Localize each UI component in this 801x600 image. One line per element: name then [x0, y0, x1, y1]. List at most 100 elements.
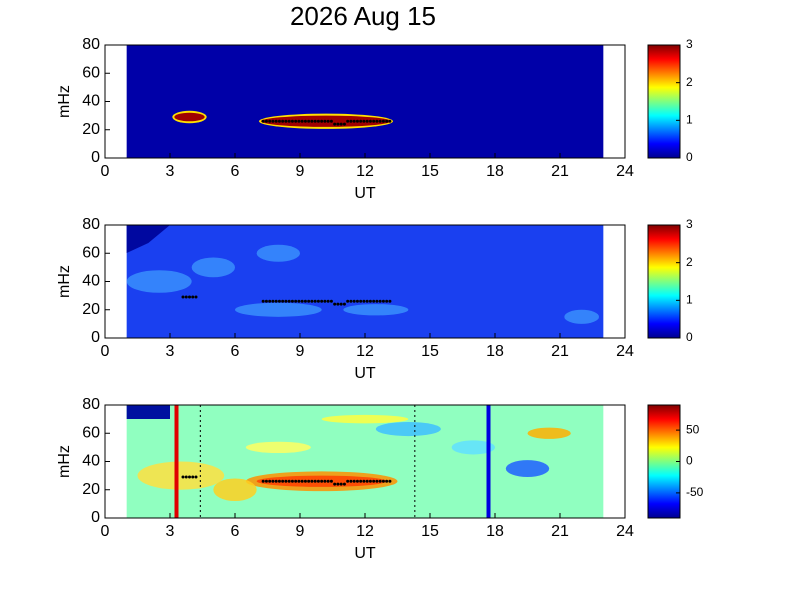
- marker: [359, 119, 363, 123]
- patch: [375, 421, 441, 437]
- marker: [336, 122, 340, 126]
- marker: [310, 299, 314, 303]
- marker: [388, 119, 392, 123]
- marker: [346, 479, 350, 483]
- x-tick-label: 12: [356, 343, 374, 360]
- y-tick-label: 0: [91, 149, 100, 166]
- marker: [290, 479, 294, 483]
- y-tick-label: 20: [82, 301, 100, 318]
- x-tick-label: 12: [356, 523, 374, 540]
- marker: [342, 482, 346, 486]
- marker: [290, 119, 294, 123]
- blob: [174, 112, 205, 122]
- colorbar-tick-label: 0: [686, 330, 693, 344]
- marker: [261, 299, 265, 303]
- marker: [181, 475, 185, 479]
- marker: [355, 119, 359, 123]
- patch: [343, 304, 409, 316]
- x-tick-label: 6: [231, 163, 240, 180]
- marker: [287, 119, 291, 123]
- colorbar-tick-label: 2: [686, 255, 693, 269]
- marker: [271, 479, 275, 483]
- marker: [326, 119, 330, 123]
- marker: [372, 479, 376, 483]
- colorbar-tick-label: 3: [686, 37, 693, 51]
- spectrogram: [126, 225, 604, 338]
- marker: [274, 119, 278, 123]
- patch: [321, 414, 409, 424]
- marker: [307, 479, 311, 483]
- marker: [368, 119, 372, 123]
- marker: [320, 119, 324, 123]
- marker: [365, 299, 369, 303]
- y-tick-label: 80: [82, 36, 100, 53]
- x-tick-label: 15: [421, 163, 439, 180]
- marker: [355, 299, 359, 303]
- y-tick-label: 20: [82, 481, 100, 498]
- background: [126, 225, 604, 338]
- marker: [281, 299, 285, 303]
- marker: [277, 479, 281, 483]
- marker: [342, 302, 346, 306]
- marker: [268, 479, 272, 483]
- marker: [310, 479, 314, 483]
- marker: [329, 479, 333, 483]
- patch: [235, 302, 322, 317]
- colorbar-tick-label: -50: [686, 485, 704, 499]
- marker: [349, 479, 353, 483]
- x-axis-label: UT: [354, 365, 376, 382]
- marker: [378, 299, 382, 303]
- marker: [349, 299, 353, 303]
- marker: [194, 295, 198, 299]
- marker: [274, 479, 278, 483]
- y-tick-label: 0: [91, 329, 100, 346]
- x-tick-label: 21: [551, 163, 569, 180]
- marker: [352, 299, 356, 303]
- x-tick-label: 24: [616, 343, 634, 360]
- marker: [362, 479, 366, 483]
- x-tick-label: 9: [296, 163, 305, 180]
- x-tick-label: 15: [421, 523, 439, 540]
- x-tick-label: 6: [231, 343, 240, 360]
- marker: [368, 299, 372, 303]
- y-tick-label: 0: [91, 509, 100, 526]
- marker: [333, 482, 337, 486]
- y-tick-label: 80: [82, 216, 100, 233]
- marker: [284, 479, 288, 483]
- marker: [372, 119, 376, 123]
- marker: [188, 475, 191, 479]
- y-axis-label: mHz: [56, 445, 73, 478]
- colorbar-tick-label: 3: [686, 217, 693, 231]
- marker: [388, 479, 392, 483]
- marker: [336, 302, 340, 306]
- marker: [310, 119, 314, 123]
- patch: [245, 441, 311, 454]
- marker: [362, 299, 366, 303]
- colorbar: [647, 224, 681, 339]
- marker: [194, 475, 198, 479]
- y-tick-label: 80: [82, 396, 100, 413]
- marker: [323, 119, 327, 123]
- x-tick-label: 18: [486, 343, 504, 360]
- patch: [126, 225, 170, 253]
- marker: [329, 119, 333, 123]
- x-axis-label: UT: [354, 545, 376, 562]
- marker: [294, 299, 298, 303]
- spectrogram: [126, 405, 604, 518]
- marker: [313, 119, 317, 123]
- marker: [378, 119, 382, 123]
- marker: [316, 119, 320, 123]
- marker: [362, 119, 366, 123]
- x-tick-label: 9: [296, 343, 305, 360]
- marker: [277, 299, 281, 303]
- x-tick-label: 3: [166, 163, 175, 180]
- x-tick-label: 3: [166, 343, 175, 360]
- marker: [274, 299, 278, 303]
- colorbar-tick-label: 0: [686, 454, 693, 468]
- patch: [256, 244, 301, 262]
- y-tick-label: 60: [82, 244, 100, 261]
- marker: [372, 299, 376, 303]
- marker: [333, 302, 337, 306]
- marker: [303, 299, 307, 303]
